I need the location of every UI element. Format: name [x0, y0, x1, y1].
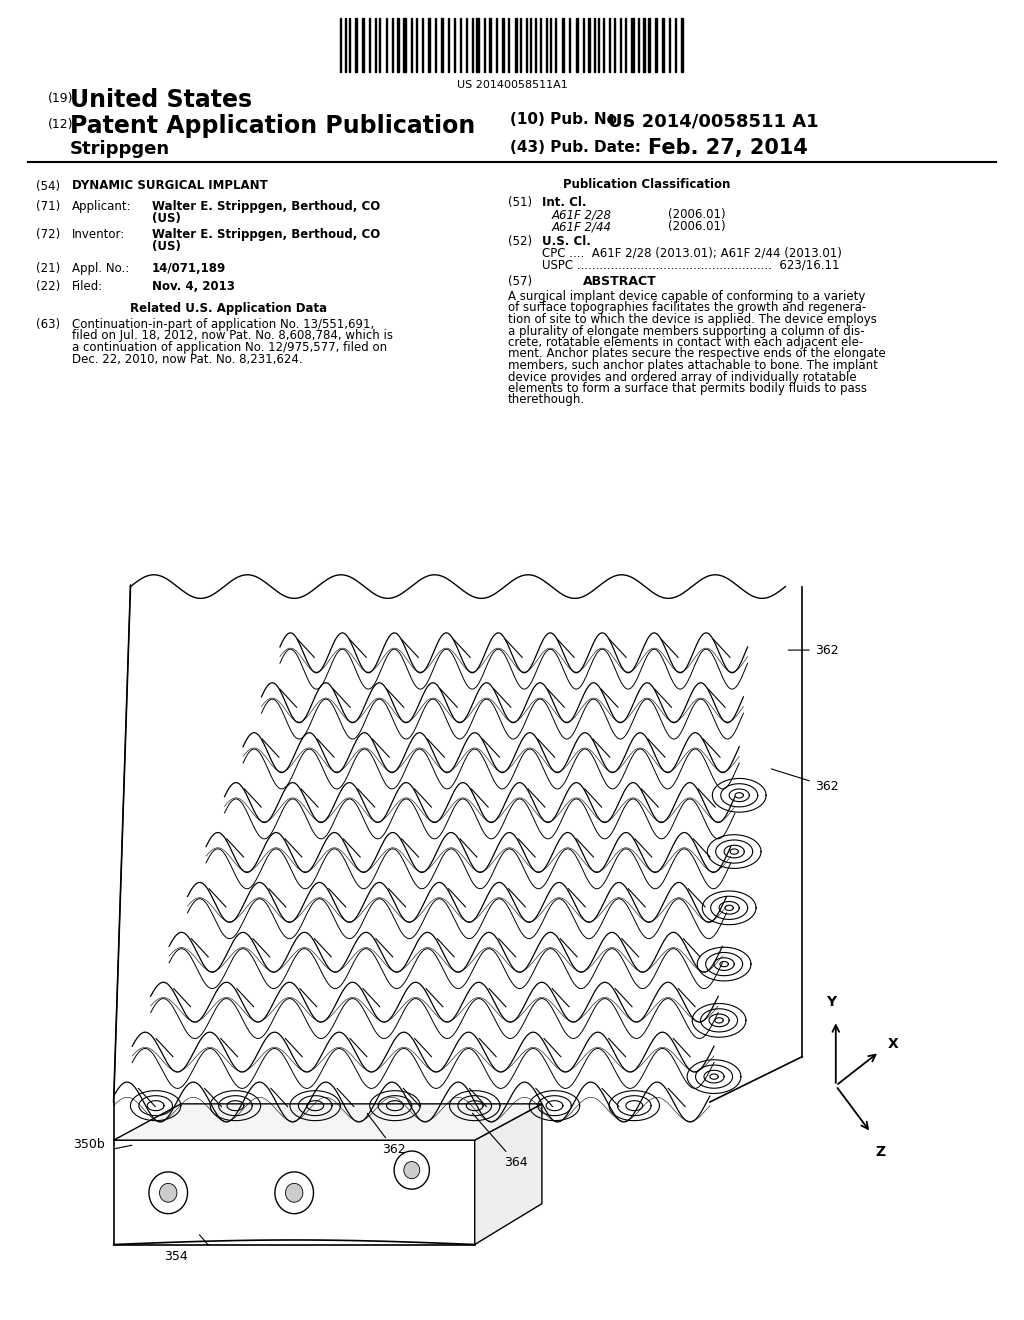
- Text: filed on Jul. 18, 2012, now Pat. No. 8,608,784, which is: filed on Jul. 18, 2012, now Pat. No. 8,6…: [72, 330, 393, 342]
- Text: device provides and ordered array of individually rotatable: device provides and ordered array of ind…: [508, 371, 857, 384]
- Bar: [648, 18, 650, 73]
- Text: (52): (52): [508, 235, 532, 248]
- Text: 362: 362: [368, 1113, 406, 1156]
- Bar: [441, 18, 443, 73]
- Text: Nov. 4, 2013: Nov. 4, 2013: [152, 280, 234, 293]
- Bar: [575, 18, 578, 73]
- Bar: [403, 18, 406, 73]
- Bar: [489, 18, 490, 73]
- Text: Walter E. Strippgen, Berthoud, CO: Walter E. Strippgen, Berthoud, CO: [152, 228, 380, 242]
- Text: Patent Application Publication: Patent Application Publication: [70, 114, 475, 139]
- Text: 350b: 350b: [74, 1138, 105, 1151]
- Bar: [428, 18, 430, 73]
- Bar: [515, 18, 517, 73]
- Text: CPC ....  A61F 2/28 (2013.01); A61F 2/44 (2013.01): CPC .... A61F 2/28 (2013.01); A61F 2/44 …: [542, 247, 842, 260]
- Text: (51): (51): [508, 195, 532, 209]
- Bar: [631, 18, 634, 73]
- Polygon shape: [114, 1104, 542, 1140]
- Text: U.S. Cl.: U.S. Cl.: [542, 235, 591, 248]
- Text: Appl. No.:: Appl. No.:: [72, 261, 129, 275]
- Text: (2006.01): (2006.01): [668, 209, 726, 220]
- Polygon shape: [114, 1140, 475, 1245]
- Text: ABSTRACT: ABSTRACT: [583, 275, 656, 288]
- Text: (19): (19): [48, 92, 74, 106]
- Text: elements to form a surface that permits bodily fluids to pass: elements to form a surface that permits …: [508, 381, 867, 395]
- Text: Continuation-in-part of application No. 13/551,691,: Continuation-in-part of application No. …: [72, 318, 374, 331]
- Bar: [502, 18, 504, 73]
- Polygon shape: [274, 1172, 313, 1213]
- Text: 364: 364: [472, 1113, 527, 1170]
- Bar: [662, 18, 664, 73]
- Text: (54): (54): [36, 180, 60, 193]
- Text: (21): (21): [36, 261, 60, 275]
- Text: (72): (72): [36, 228, 60, 242]
- Polygon shape: [160, 1184, 177, 1203]
- Text: Publication Classification: Publication Classification: [563, 178, 730, 191]
- Text: Inventor:: Inventor:: [72, 228, 125, 242]
- Text: of surface topographies facilitates the growth and regenera-: of surface topographies facilitates the …: [508, 301, 866, 314]
- Bar: [476, 18, 479, 73]
- Text: Y: Y: [826, 995, 837, 1010]
- Text: Feb. 27, 2014: Feb. 27, 2014: [648, 139, 808, 158]
- Text: crete, rotatable elements in contact with each adjacent ele-: crete, rotatable elements in contact wit…: [508, 337, 863, 348]
- Text: Strippgen: Strippgen: [70, 140, 170, 158]
- Bar: [562, 18, 564, 73]
- Text: (2006.01): (2006.01): [668, 220, 726, 234]
- Text: US 2014/0058511 A1: US 2014/0058511 A1: [608, 112, 818, 129]
- Bar: [355, 18, 357, 73]
- Text: 354: 354: [164, 1250, 187, 1263]
- Text: 14/071,189: 14/071,189: [152, 261, 226, 275]
- Text: Int. Cl.: Int. Cl.: [542, 195, 587, 209]
- Bar: [681, 18, 683, 73]
- Polygon shape: [475, 1104, 542, 1245]
- Text: Applicant:: Applicant:: [72, 201, 132, 213]
- Bar: [643, 18, 645, 73]
- Bar: [362, 18, 364, 73]
- Text: (US): (US): [152, 213, 181, 224]
- Polygon shape: [286, 1184, 303, 1203]
- Text: A61F 2/28: A61F 2/28: [552, 209, 612, 220]
- Text: tion of site to which the device is applied. The device employs: tion of site to which the device is appl…: [508, 313, 877, 326]
- Text: (71): (71): [36, 201, 60, 213]
- Text: USPC ....................................................  623/16.11: USPC ...................................…: [542, 259, 840, 272]
- Bar: [397, 18, 399, 73]
- Text: Walter E. Strippgen, Berthoud, CO: Walter E. Strippgen, Berthoud, CO: [152, 201, 380, 213]
- Polygon shape: [403, 1162, 420, 1179]
- Text: members, such anchor plates attachable to bone. The implant: members, such anchor plates attachable t…: [508, 359, 878, 372]
- Text: (10) Pub. No.:: (10) Pub. No.:: [510, 112, 629, 127]
- Text: Related U.S. Application Data: Related U.S. Application Data: [130, 302, 327, 315]
- Bar: [588, 18, 590, 73]
- Text: therethough.: therethough.: [508, 393, 585, 407]
- Text: (43) Pub. Date:: (43) Pub. Date:: [510, 140, 641, 154]
- Polygon shape: [148, 1172, 187, 1213]
- Polygon shape: [394, 1151, 429, 1189]
- Text: DYNAMIC SURGICAL IMPLANT: DYNAMIC SURGICAL IMPLANT: [72, 180, 267, 191]
- Text: US 20140058511A1: US 20140058511A1: [457, 81, 567, 90]
- Text: (12): (12): [48, 117, 74, 131]
- Text: (US): (US): [152, 240, 181, 253]
- Text: United States: United States: [70, 88, 252, 112]
- Text: A surgical implant device capable of conforming to a variety: A surgical implant device capable of con…: [508, 290, 865, 304]
- Text: ment. Anchor plates secure the respective ends of the elongate: ment. Anchor plates secure the respectiv…: [508, 347, 886, 360]
- Text: a plurality of elongate members supporting a column of dis-: a plurality of elongate members supporti…: [508, 325, 864, 338]
- Text: Dec. 22, 2010, now Pat. No. 8,231,624.: Dec. 22, 2010, now Pat. No. 8,231,624.: [72, 352, 303, 366]
- Text: A61F 2/44: A61F 2/44: [552, 220, 612, 234]
- Text: Filed:: Filed:: [72, 280, 103, 293]
- Text: Z: Z: [876, 1146, 885, 1159]
- Bar: [655, 18, 657, 73]
- Text: 362: 362: [771, 770, 839, 793]
- Text: a continuation of application No. 12/975,577, filed on: a continuation of application No. 12/975…: [72, 341, 387, 354]
- Text: (63): (63): [36, 318, 60, 331]
- Text: (57): (57): [508, 275, 532, 288]
- Text: X: X: [888, 1038, 898, 1052]
- Text: (22): (22): [36, 280, 60, 293]
- Text: 362: 362: [788, 644, 839, 656]
